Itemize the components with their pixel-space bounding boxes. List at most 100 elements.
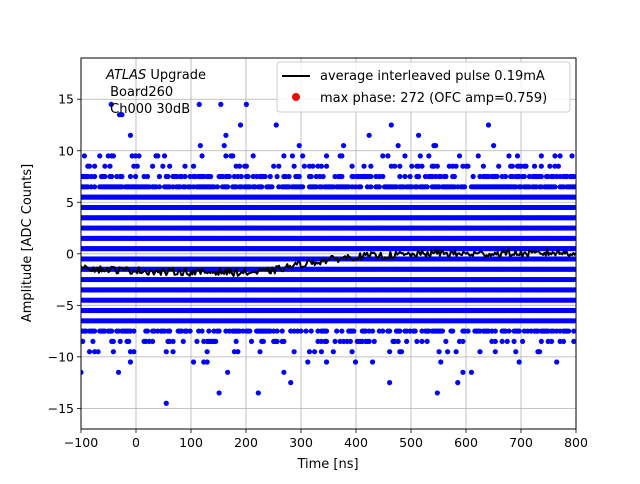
sample-point: [415, 173, 422, 180]
sample-point: [281, 153, 287, 159]
sample-point: [443, 173, 449, 180]
sample-point: [150, 338, 156, 345]
y-tick-label: 5: [66, 195, 74, 210]
sample-point: [361, 163, 367, 169]
sample-point: [286, 173, 292, 180]
sample-point: [537, 349, 543, 355]
sample-point: [155, 153, 161, 159]
sample-point: [414, 338, 420, 345]
sample-point: [221, 142, 227, 149]
sample-point: [557, 153, 563, 159]
sample-point: [470, 173, 476, 180]
sample-point: [402, 173, 408, 180]
legend: average interleaved pulse 0.19mA max pha…: [276, 61, 571, 113]
sample-point: [538, 338, 544, 345]
sample-point: [387, 349, 393, 355]
sample-point: [110, 338, 116, 345]
legend-dot-swatch: [292, 93, 300, 101]
sample-point: [492, 338, 498, 345]
sample-point: [480, 163, 486, 169]
sample-point: [160, 163, 166, 169]
sample-point: [97, 153, 103, 159]
sample-point: [340, 142, 347, 149]
sample-point: [444, 349, 451, 355]
sample-point: [167, 163, 173, 169]
sample-point: [351, 328, 357, 334]
sample-point: [371, 338, 377, 345]
sample-point: [552, 184, 558, 190]
sample-point: [291, 163, 297, 169]
sample-point: [397, 328, 403, 334]
sample-point: [300, 153, 306, 159]
sample-point: [349, 349, 355, 355]
sample-point: [182, 173, 188, 180]
sample-point: [262, 173, 268, 180]
sample-point: [424, 338, 430, 345]
sample-point: [358, 184, 364, 190]
sample-point: [385, 153, 391, 159]
sample-point: [95, 349, 101, 355]
sample-point: [243, 101, 249, 107]
sample-point: [499, 338, 505, 345]
sample-point: [402, 153, 408, 159]
sample-point: [450, 328, 456, 334]
sample-point: [132, 173, 139, 180]
sample-point: [376, 184, 382, 190]
sample-point: [516, 328, 522, 334]
sample-point: [572, 235, 576, 241]
sample-point: [308, 328, 314, 334]
sample-point: [199, 328, 205, 334]
sample-point: [218, 101, 224, 107]
sample-point: [245, 173, 251, 180]
sample-point: [349, 163, 355, 169]
sample-point: [572, 287, 576, 293]
sample-point: [214, 184, 220, 190]
sample-point: [468, 369, 475, 375]
sample-point: [453, 163, 459, 169]
sample-point: [514, 153, 521, 159]
y-tick-label: −10: [48, 349, 74, 364]
sample-point: [161, 153, 168, 159]
sample-point: [409, 163, 415, 169]
sample-point: [187, 328, 193, 334]
sample-point: [397, 163, 403, 169]
legend-entry-max-phase: max phase: 272 (OFC amp=0.759): [320, 91, 547, 106]
sample-point: [387, 380, 393, 386]
sample-point: [569, 153, 575, 159]
sample-point: [492, 328, 498, 334]
plot-data: [81, 101, 576, 406]
sample-point: [509, 163, 515, 169]
sample-point: [163, 349, 169, 355]
sample-point: [571, 338, 576, 345]
sample-point: [572, 225, 576, 231]
sample-point: [368, 163, 374, 169]
sample-point: [347, 338, 353, 345]
sample-point: [260, 338, 267, 345]
annotation-upgrade: Upgrade: [146, 68, 206, 83]
sample-point: [475, 153, 481, 159]
sample-point: [369, 328, 376, 334]
sample-point: [170, 338, 176, 345]
sample-point: [506, 328, 512, 334]
x-axis-label: Time [ns]: [296, 457, 358, 472]
sample-point: [204, 349, 210, 355]
sample-point: [412, 328, 418, 334]
sample-point: [306, 349, 313, 355]
sample-point: [305, 359, 311, 365]
sample-point: [485, 122, 492, 128]
sample-point: [572, 307, 576, 314]
x-tick-label: 800: [564, 435, 588, 450]
sample-point: [434, 390, 440, 396]
sample-point: [281, 338, 287, 345]
sample-point: [571, 328, 576, 334]
sample-point: [538, 163, 544, 169]
sample-point: [502, 173, 509, 180]
sample-point: [156, 173, 163, 180]
sample-point: [144, 328, 151, 334]
sample-point: [301, 163, 307, 169]
sample-point: [504, 338, 510, 345]
sample-point: [323, 328, 330, 334]
sample-point: [206, 328, 212, 334]
sample-point: [109, 173, 115, 180]
